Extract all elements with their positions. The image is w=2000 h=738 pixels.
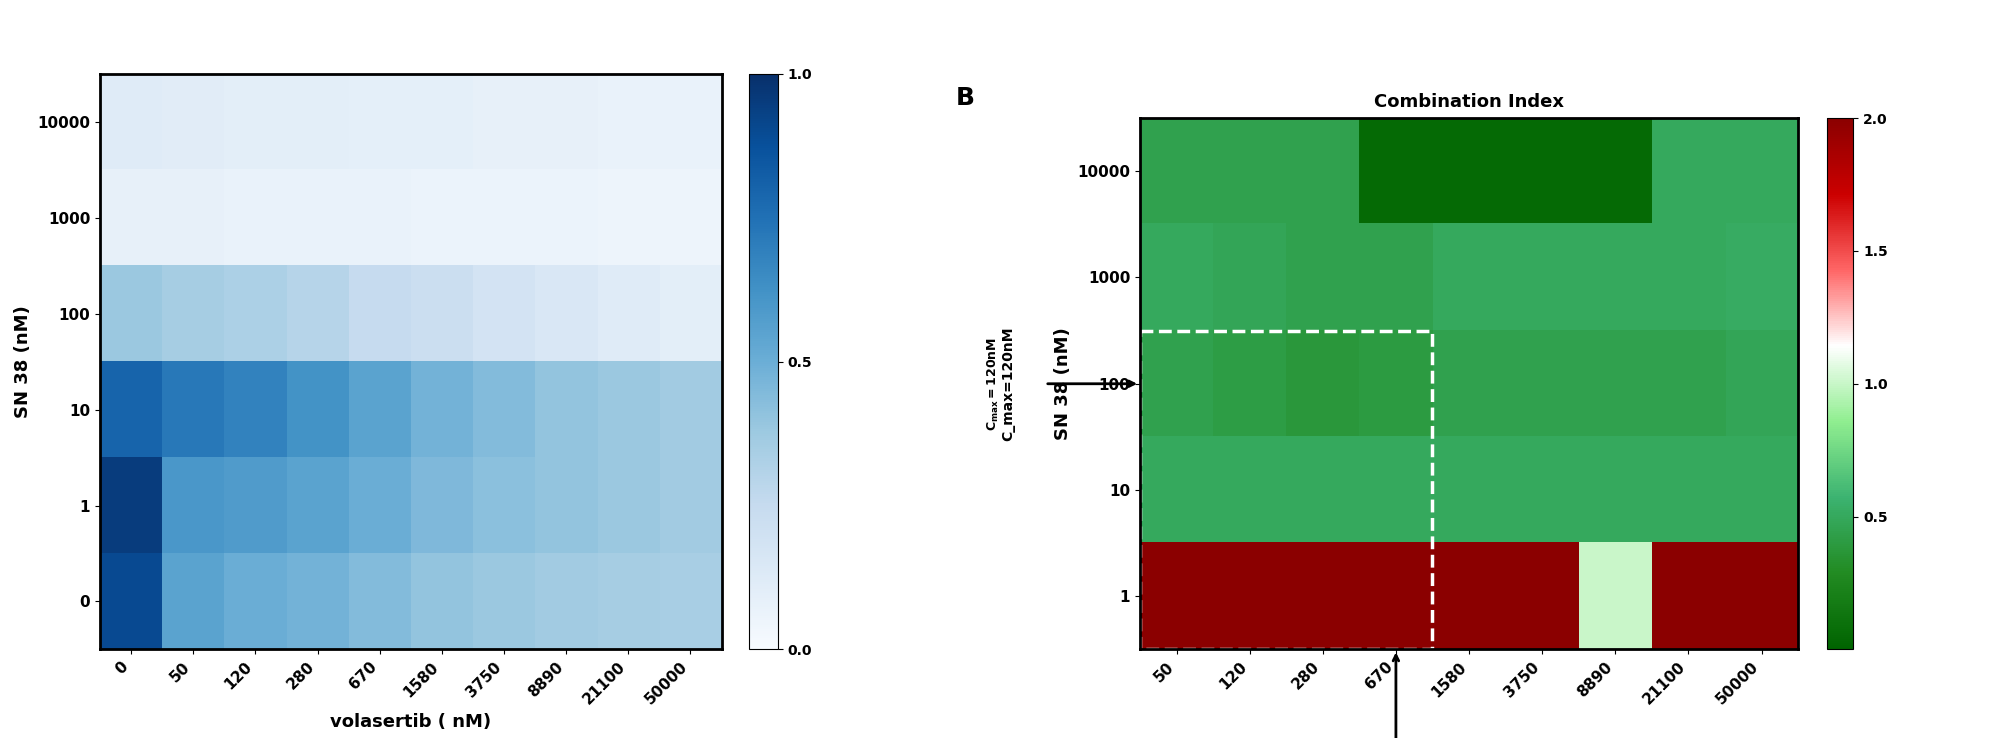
Title: Combination Index: Combination Index	[1374, 93, 1564, 111]
Text: C_max=120nM: C_max=120nM	[1002, 326, 1016, 441]
Y-axis label: SN 38 (nM): SN 38 (nM)	[14, 306, 32, 418]
Text: $\mathbf{C_{max}}$$\mathbf{=120nM}$: $\mathbf{C_{max}}$$\mathbf{=120nM}$	[986, 337, 1002, 431]
Text: B: B	[956, 86, 974, 110]
X-axis label: volasertib ( nM): volasertib ( nM)	[330, 713, 492, 731]
Y-axis label: SN 38 (nM): SN 38 (nM)	[1054, 328, 1072, 440]
